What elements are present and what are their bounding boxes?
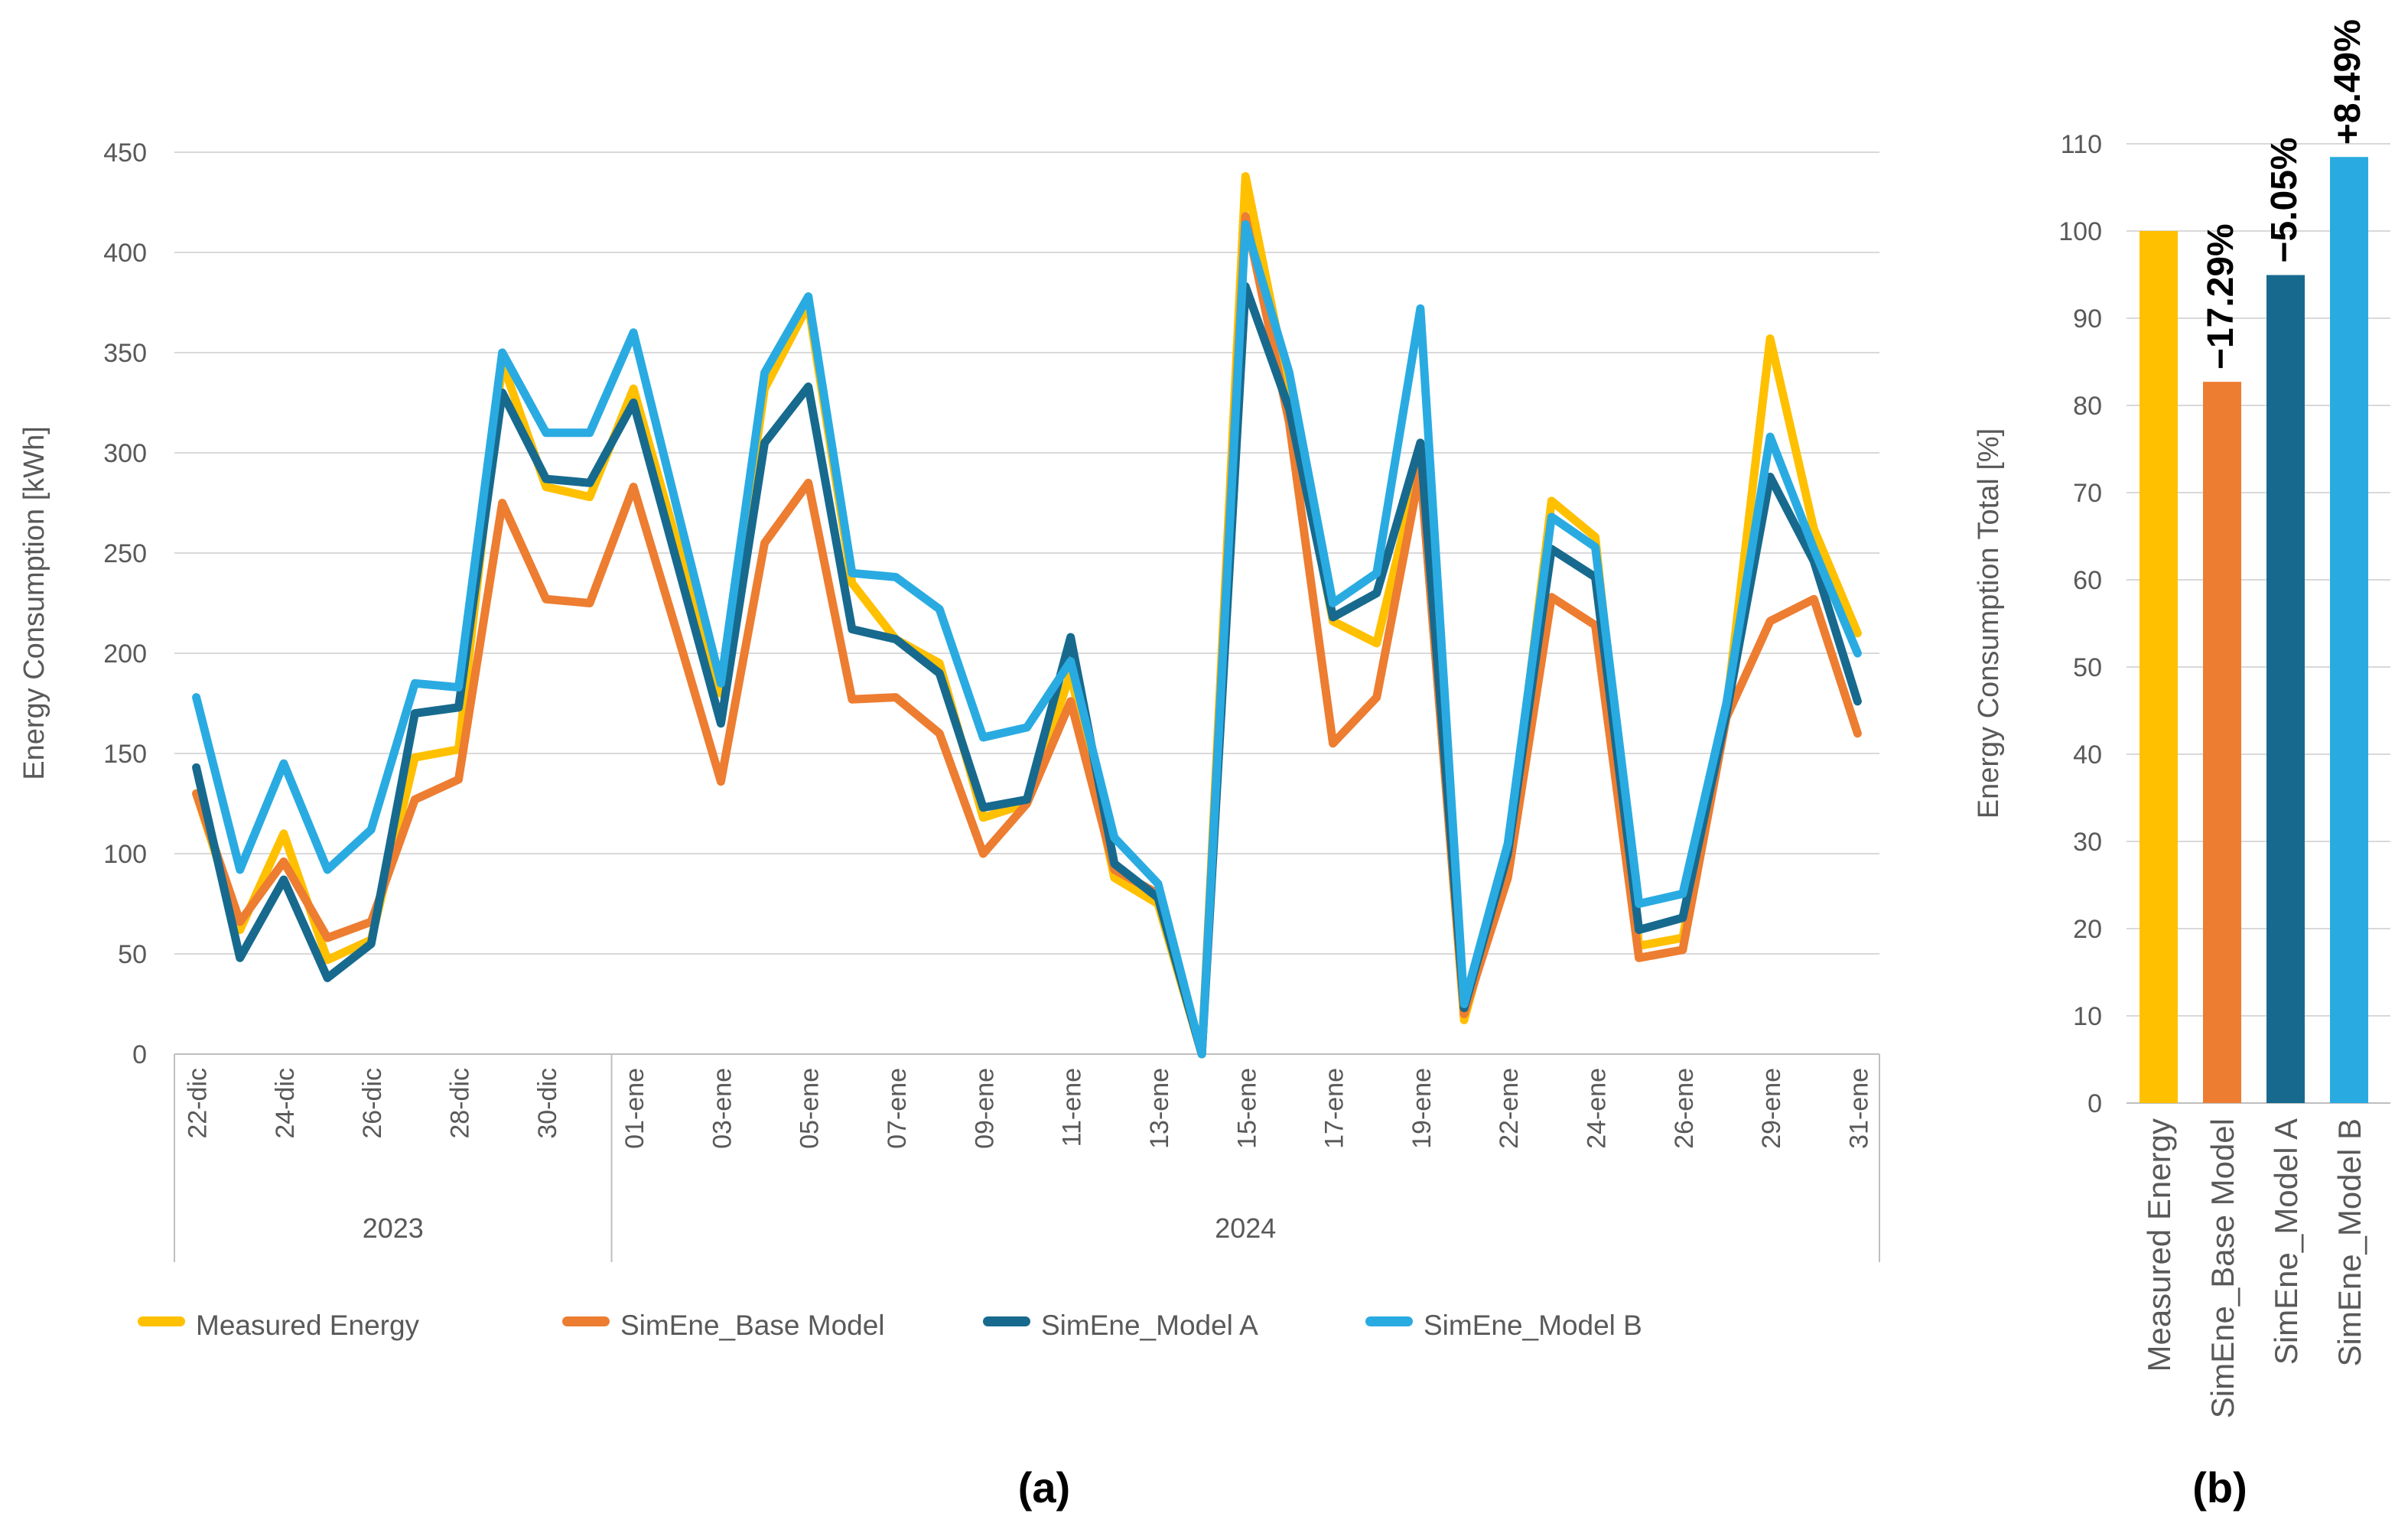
x-tick-label: 17-ene [1320, 1068, 1349, 1149]
legend-item: SimEne_Model B [1365, 1310, 1642, 1341]
line-chart-y-axis-title: Energy Consumption [kWh] [18, 426, 50, 780]
x-tick-label: 31-ene [1844, 1068, 1873, 1149]
bar-x-label: SimEne_Base Model [2205, 1118, 2240, 1418]
x-tick-label: 22-dic [184, 1068, 213, 1139]
legend-item: Measured Energy [138, 1310, 420, 1341]
x-tick-label: 09-ene [970, 1068, 999, 1149]
caption-panel-a: (a) [1017, 1463, 1071, 1512]
bar-annotation: −17.29% [2201, 223, 2241, 369]
line-chart-series [192, 171, 1862, 1059]
x-tick-label: 01-ene [620, 1068, 649, 1149]
bar-simene-model-b [2330, 157, 2368, 1104]
bar-measured-energy [2140, 231, 2178, 1103]
bar-x-label: SimEne_Model A [2268, 1118, 2304, 1365]
y-tick-label: 90 [2073, 304, 2102, 334]
x-tick-label: 24-dic [271, 1068, 300, 1139]
y-tick-label: 60 [2073, 566, 2102, 595]
legend-swatch [562, 1316, 610, 1326]
caption-panel-b: (b) [2192, 1463, 2247, 1512]
y-tick-label: 200 [103, 639, 147, 669]
y-tick-label: 100 [2058, 217, 2102, 246]
x-tick-label: 28-dic [446, 1068, 475, 1139]
x-tick-label: 22-ene [1495, 1068, 1524, 1149]
x-tick-label: 03-ene [708, 1068, 737, 1149]
x-tick-label: 15-ene [1232, 1068, 1261, 1149]
y-tick-label: 300 [103, 439, 147, 468]
y-tick-label: 70 [2073, 479, 2102, 508]
x-tick-label: 11-ene [1058, 1068, 1087, 1147]
legend-swatch [138, 1316, 185, 1326]
x-tick-label: 05-ene [796, 1068, 825, 1149]
y-tick-label: 20 [2073, 915, 2102, 944]
y-tick-label: 110 [2061, 130, 2102, 159]
x-tick-label: 30-dic [533, 1068, 562, 1139]
x-tick-label: 26-dic [358, 1068, 387, 1139]
legend-label: SimEne_Base Model [620, 1310, 885, 1341]
x-tick-label: 07-ene [883, 1068, 912, 1149]
legend-item: SimEne_Model A [983, 1310, 1258, 1341]
y-tick-label: 50 [118, 940, 147, 969]
legend-swatch [983, 1316, 1030, 1326]
bar-annotation: −5.05% [2264, 137, 2305, 262]
y-tick-label: 450 [103, 138, 147, 168]
series-line-measured-energy [192, 171, 1862, 1059]
y-tick-label: 350 [103, 339, 147, 368]
bar-x-label: SimEne_Model B [2332, 1118, 2367, 1367]
y-tick-label: 400 [103, 239, 147, 268]
y-tick-label: 50 [2073, 653, 2102, 682]
line-chart-gridlines [174, 151, 1879, 1055]
x-tick-label: 13-ene [1145, 1068, 1174, 1149]
bar-simene-base-model [2203, 382, 2241, 1104]
line-chart-y-ticks: 0 50 100 150 200 250 300 350 400 450 [103, 138, 147, 1069]
y-tick-label: 0 [2087, 1089, 2102, 1118]
line-chart-x-ticks: 22-dic 24-dic 26-dic 28-dic 30-dic 01-ene 03-e… [184, 1068, 1874, 1149]
year-label: 2023 [363, 1212, 424, 1244]
bar-chart-bars [2140, 157, 2368, 1104]
x-tick-label: 19-ene [1407, 1068, 1437, 1149]
line-chart-year-labels: 2023 2024 [363, 1212, 1277, 1244]
year-label: 2024 [1215, 1212, 1276, 1244]
x-tick-label: 26-ene [1670, 1068, 1699, 1149]
x-tick-label: 29-ene [1757, 1068, 1786, 1149]
y-tick-label: 100 [103, 840, 147, 869]
bar-x-label: Measured Energy [2141, 1118, 2177, 1372]
y-tick-label: 10 [2073, 1002, 2102, 1031]
x-tick-label: 24-ene [1583, 1068, 1612, 1149]
bar-annotation: +8.49% [2328, 19, 2368, 145]
bar-chart-y-ticks: 0 10 20 30 40 50 60 70 80 90 100 110 [2058, 130, 2102, 1118]
bar-chart: 0 10 20 30 40 50 60 70 80 90 100 110 −17.29% −5.05% +8… [1973, 19, 2390, 1418]
y-tick-label: 40 [2073, 740, 2102, 770]
legend-item: SimEne_Base Model [562, 1310, 885, 1341]
y-tick-label: 250 [103, 539, 147, 568]
bar-simene-model-a [2266, 275, 2305, 1103]
legend-label: SimEne_Model A [1041, 1310, 1258, 1341]
y-tick-label: 150 [103, 740, 147, 769]
legend-swatch [1365, 1316, 1413, 1326]
legend: Measured Energy SimEne_Base Model SimEne_M… [138, 1310, 1642, 1341]
bar-annotations: −17.29% −5.05% +8.49% [2201, 19, 2368, 369]
y-tick-label: 30 [2073, 828, 2102, 857]
y-tick-label: 80 [2073, 392, 2102, 421]
bar-chart-y-axis-title: Energy Consumption Total [%] [1973, 428, 2005, 818]
bar-chart-x-labels: Measured Energy SimEne_Base Model SimEne_M… [2141, 1118, 2367, 1418]
legend-label: Measured Energy [196, 1310, 420, 1341]
series-line-simene-model-b [192, 220, 1862, 1059]
legend-label: SimEne_Model B [1424, 1310, 1642, 1341]
y-tick-label: 0 [132, 1040, 147, 1069]
